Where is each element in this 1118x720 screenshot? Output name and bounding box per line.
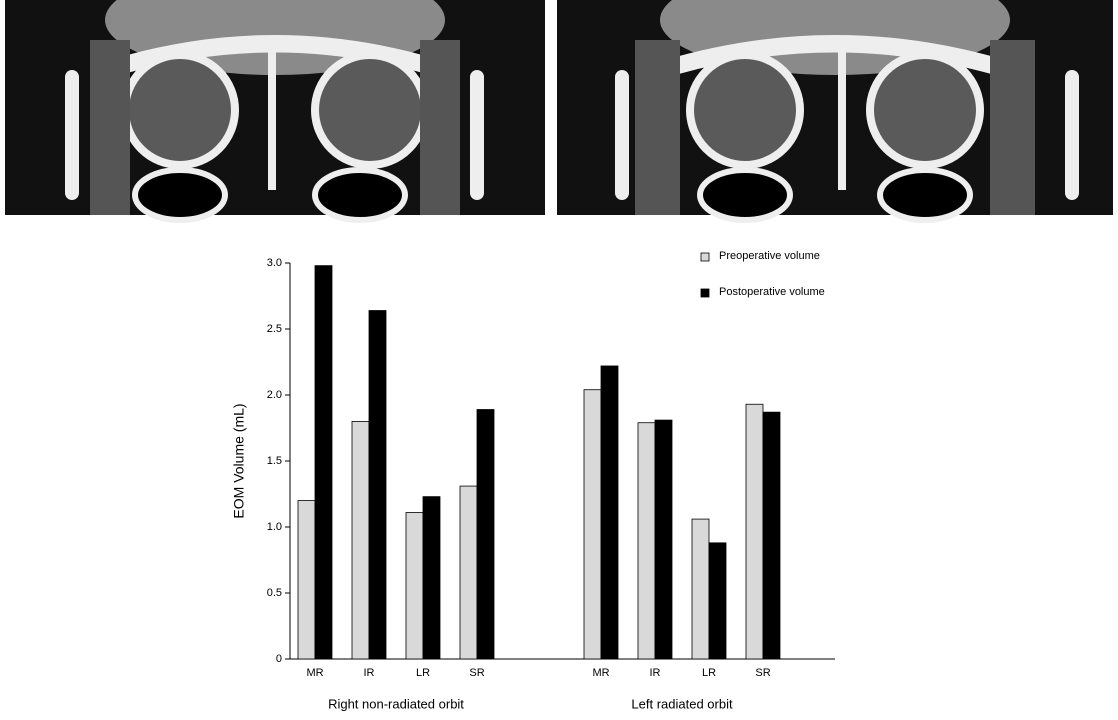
ct-scan-right <box>557 0 1113 220</box>
legend-label: Postoperative volume <box>719 286 825 298</box>
bar <box>352 421 369 659</box>
bar <box>460 486 477 659</box>
bar <box>638 423 655 659</box>
ct-scan-left <box>5 0 545 220</box>
y-tick-label: 2.5 <box>267 323 282 335</box>
bar <box>298 501 315 659</box>
bar <box>584 390 601 659</box>
legend-label: Preoperative volume <box>719 250 820 262</box>
bar <box>709 543 726 659</box>
bar <box>601 366 618 659</box>
x-tick-label: IR <box>650 667 661 679</box>
x-tick-label: LR <box>702 667 716 679</box>
y-tick-label: 1.5 <box>267 455 282 467</box>
y-tick-label: 1.0 <box>267 521 282 533</box>
legend-swatch <box>701 289 709 297</box>
group-label: Left radiated orbit <box>631 696 733 711</box>
bar <box>423 497 440 659</box>
bar <box>655 420 672 659</box>
group-label: Right non-radiated orbit <box>328 696 464 711</box>
x-tick-label: MR <box>306 667 323 679</box>
x-tick-label: LR <box>416 667 430 679</box>
x-tick-label: SR <box>469 667 484 679</box>
figure: EOM Volume (mL) 0 0.5 1.0 1.5 2.0 2.5 3.0 MR IR L… <box>0 0 1118 715</box>
bar <box>315 266 332 659</box>
x-tick-label: MR <box>592 667 609 679</box>
x-tick-label: IR <box>364 667 375 679</box>
y-tick-label: 2.0 <box>267 389 282 401</box>
y-tick-label: 0 <box>276 653 282 665</box>
bar <box>369 311 386 659</box>
bar <box>746 404 763 659</box>
bar <box>692 519 709 659</box>
bar <box>477 410 494 659</box>
bar <box>763 412 780 659</box>
legend-swatch <box>701 253 709 261</box>
y-tick-label: 0.5 <box>267 587 282 599</box>
y-tick-label: 3.0 <box>267 257 282 269</box>
x-tick-label: SR <box>755 667 770 679</box>
y-axis-label: EOM Volume (mL) <box>231 403 247 518</box>
bar <box>406 512 423 659</box>
